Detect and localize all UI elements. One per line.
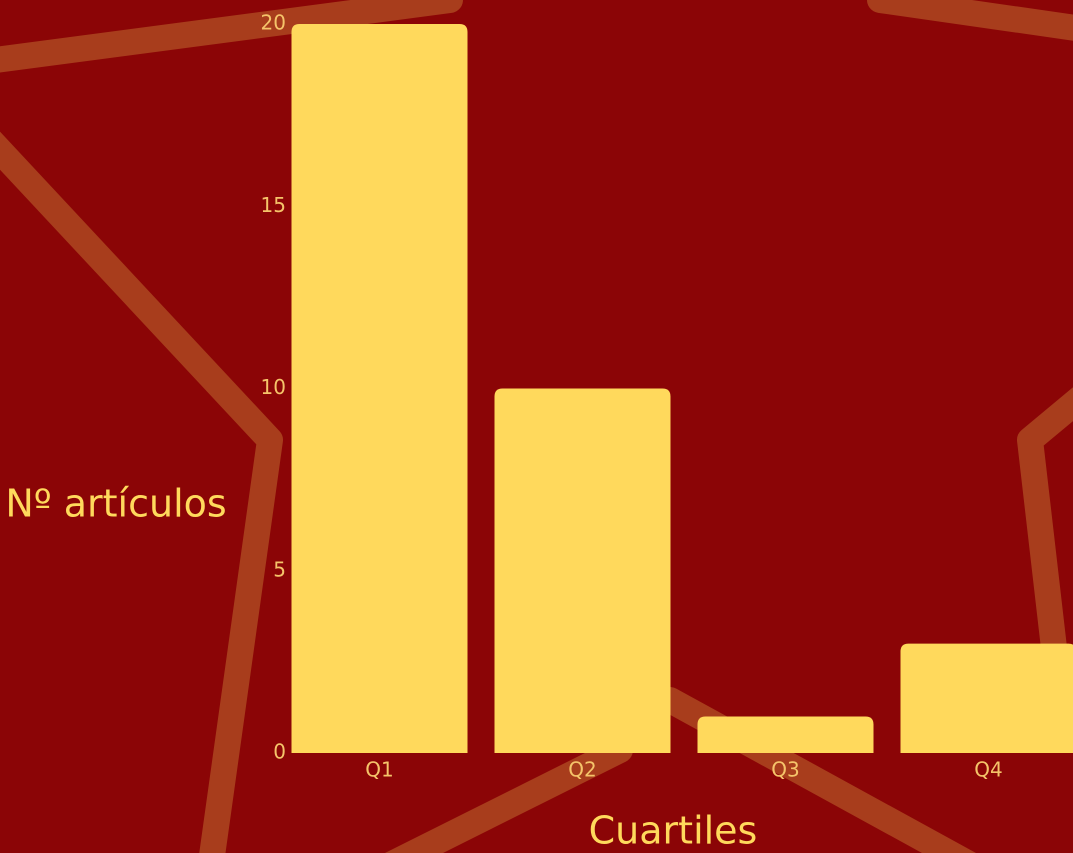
decor-line: [0, 131, 283, 853]
x-tick-label: Q4: [974, 758, 1002, 782]
y-axis-title: Nº artículos: [5, 482, 226, 526]
x-tick-label: Q1: [365, 758, 393, 782]
y-tick-label: 20: [261, 11, 286, 35]
decor-line: [0, 0, 463, 73]
decor-line: [384, 737, 633, 853]
bar: [697, 716, 874, 753]
y-tick-label: 5: [273, 557, 286, 581]
x-axis-title: Cuartiles: [589, 809, 758, 853]
bar: [291, 24, 468, 753]
decor-line: [867, 0, 1073, 41]
y-tick-label: 10: [261, 375, 286, 399]
bar: [900, 643, 1073, 753]
x-tick-label: Q2: [568, 758, 596, 782]
bar: [494, 388, 671, 753]
decor-line: [1017, 387, 1073, 713]
x-tick-label: Q3: [771, 758, 799, 782]
y-tick-label: 15: [261, 193, 286, 217]
y-tick-label: 0: [273, 740, 286, 764]
